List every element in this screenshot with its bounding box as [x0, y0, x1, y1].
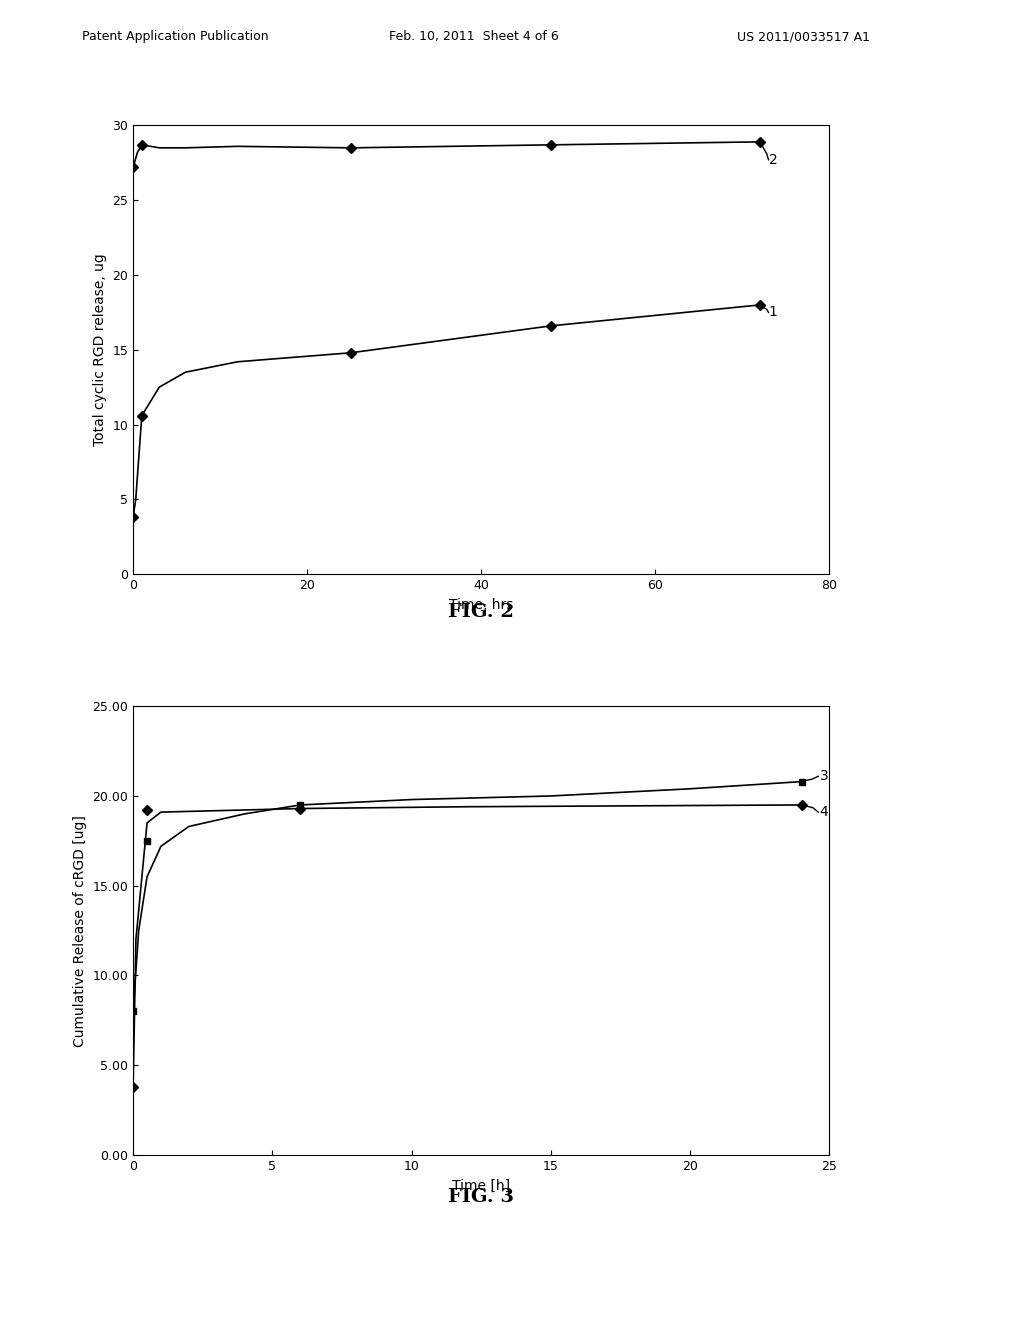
- Text: Feb. 10, 2011  Sheet 4 of 6: Feb. 10, 2011 Sheet 4 of 6: [389, 30, 559, 44]
- Text: 4: 4: [819, 805, 828, 820]
- X-axis label: Time, hrs: Time, hrs: [450, 598, 513, 611]
- Text: US 2011/0033517 A1: US 2011/0033517 A1: [737, 30, 870, 44]
- Text: 2: 2: [768, 153, 777, 166]
- Text: 1: 1: [768, 305, 777, 319]
- Text: Patent Application Publication: Patent Application Publication: [82, 30, 268, 44]
- X-axis label: Time [h]: Time [h]: [453, 1179, 510, 1192]
- Y-axis label: Total cyclic RGD release, ug: Total cyclic RGD release, ug: [93, 253, 106, 446]
- Y-axis label: Cumulative Release of cRGD [ug]: Cumulative Release of cRGD [ug]: [73, 814, 87, 1047]
- Text: 3: 3: [819, 770, 828, 783]
- Text: FIG. 3: FIG. 3: [449, 1188, 514, 1206]
- Text: FIG. 2: FIG. 2: [449, 603, 514, 622]
